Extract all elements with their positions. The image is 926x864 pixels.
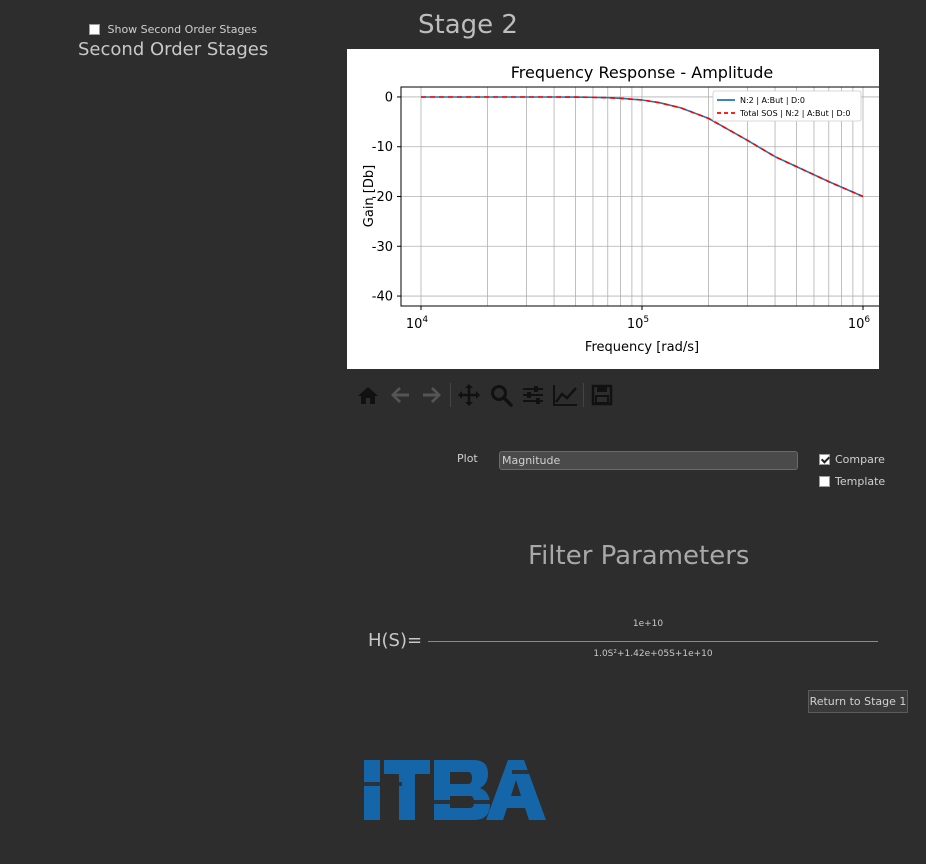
transfer-function-label: H(S)= [368, 630, 423, 651]
compare-checkbox[interactable] [819, 453, 830, 465]
x-tick-label: 104 [406, 315, 429, 332]
back-button[interactable] [384, 380, 416, 410]
back-arrow-icon [391, 387, 409, 403]
zoom-button[interactable] [485, 380, 517, 410]
template-label: Template [835, 474, 886, 488]
x-tick-exponent: 5 [643, 315, 649, 325]
legend-label: Total SOS | N:2 | A:But | D:0 [739, 109, 850, 118]
x-tick-label: 105 [627, 315, 649, 332]
series-layer [421, 96, 864, 198]
pan-icon [458, 384, 480, 406]
grid [401, 87, 883, 306]
edit-axis-button[interactable] [549, 380, 581, 410]
compare-toggle[interactable]: Compare [819, 452, 885, 466]
x-ticks: 104 105 106 [406, 306, 871, 332]
edit-axis-icon [553, 385, 577, 406]
template-checkbox[interactable] [819, 475, 830, 487]
x-tick-exponent: 4 [422, 315, 428, 325]
legend-label: N:2 | A:But | D:0 [740, 96, 805, 105]
sos-title: Second Order Stages [78, 39, 269, 60]
home-icon [358, 387, 378, 404]
toolbar-separator [583, 383, 584, 407]
template-toggle[interactable]: Template [819, 474, 885, 488]
y-tick-label: 0 [385, 90, 393, 105]
x-tick-exponent: 6 [864, 315, 870, 325]
itba-logo-image [362, 760, 552, 820]
show-sos-toggle[interactable]: Show Second Order Stages [89, 22, 257, 36]
x-tick-label: 106 [848, 315, 871, 332]
y-ticks: 0 -10 -20 -30 -40 [372, 90, 401, 305]
configure-subplots-button[interactable] [517, 380, 549, 410]
configure-subplots-icon [523, 386, 543, 404]
plot-type-select[interactable]: Magnitude [499, 451, 798, 470]
legend: N:2 | A:But | D:0 Total SOS | N:2 | A:But… [712, 90, 862, 122]
transfer-function-numerator: 1e+10 [632, 619, 664, 629]
filter-parameters-title: Filter Parameters [528, 541, 750, 571]
x-axis-label: Frequency [rad/s] [585, 340, 699, 355]
y-tick-label: -40 [372, 290, 393, 305]
plot-toolbar [352, 379, 618, 411]
zoom-icon [491, 385, 513, 407]
frequency-response-chart: 0 -10 -20 -30 -40 104 105 106 Frequency Respon… [362, 63, 884, 355]
fraction-line [428, 641, 878, 642]
series-line-n2-butterworth [421, 96, 864, 198]
itba-logo [362, 756, 552, 826]
legend-box [712, 90, 862, 122]
stage-title: Stage 2 [418, 10, 518, 40]
show-sos-label: Show Second Order Stages [107, 22, 257, 36]
y-axis-label: Gain [Db] [362, 165, 377, 227]
pan-button[interactable] [453, 380, 485, 410]
plot-label: Plot [457, 452, 478, 465]
y-tick-label: -10 [372, 140, 393, 155]
forward-arrow-icon [423, 387, 441, 403]
show-sos-checkbox[interactable] [89, 23, 100, 35]
y-tick-label: -20 [372, 190, 393, 205]
forward-button[interactable] [416, 380, 448, 410]
plot-canvas[interactable]: 0 -10 -20 -30 -40 104 105 106 Frequency Respon… [347, 49, 884, 369]
toolbar-separator [450, 383, 451, 407]
compare-label: Compare [835, 452, 885, 466]
save-icon [591, 384, 613, 406]
y-tick-label: -30 [372, 240, 393, 255]
transfer-function-denominator: 1.0S²+1.42e+05S+1e+10 [593, 649, 713, 659]
home-button[interactable] [352, 380, 384, 410]
chart-title: Frequency Response - Amplitude [511, 63, 774, 82]
save-button[interactable] [586, 380, 618, 410]
return-to-stage-1-button[interactable]: Return to Stage 1 [808, 690, 908, 713]
